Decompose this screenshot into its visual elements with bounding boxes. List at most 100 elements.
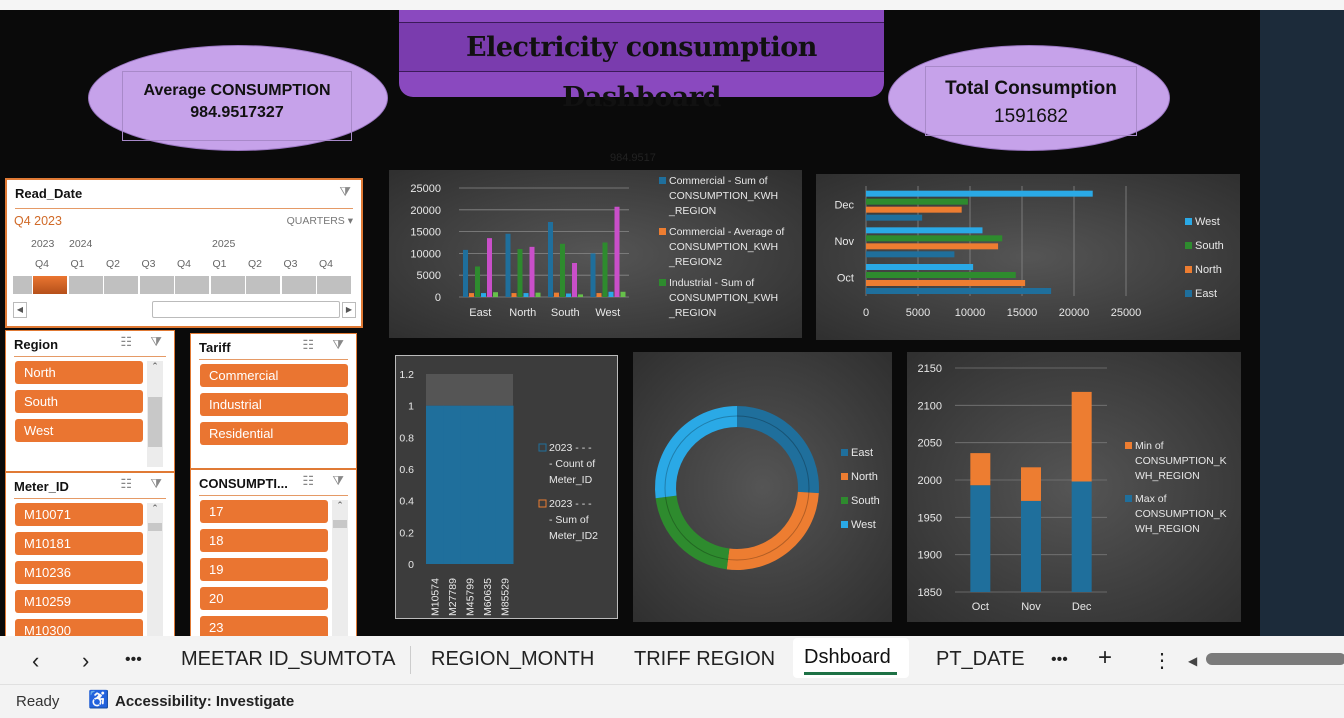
y-tick: 10000 xyxy=(410,248,441,260)
slicer-scrollbar[interactable]: ⌃ xyxy=(147,503,163,637)
scroll-right-button[interactable]: ▶ xyxy=(342,302,356,318)
slicer-item[interactable]: 18 xyxy=(200,529,328,552)
timeline-quarter-label: Q4 xyxy=(35,258,50,270)
accessibility-status[interactable]: Accessibility: Investigate xyxy=(115,693,295,710)
bar xyxy=(495,405,514,564)
x-tick: Dec xyxy=(1072,601,1092,613)
slicer-item[interactable]: South xyxy=(15,390,143,413)
timeline-quarter-cell[interactable] xyxy=(210,276,245,294)
next-sheet-button[interactable]: › xyxy=(82,648,90,673)
slicer-item[interactable]: 17 xyxy=(200,500,328,523)
clear-filter-icon[interactable]: ⧩ xyxy=(332,473,344,488)
read-date-timeline[interactable]: Read_Date ⧩ Q4 2023 QUARTERS ▾ 2023 2024 2… xyxy=(5,178,363,328)
y-tick: Nov xyxy=(834,236,854,248)
prev-sheet-button[interactable]: ‹ xyxy=(32,648,40,673)
more-sheets-icon[interactable]: ••• xyxy=(125,651,142,668)
legend-entry: North xyxy=(1195,264,1222,276)
horizontal-scrollbar[interactable] xyxy=(1206,653,1344,665)
y-tick: 1950 xyxy=(918,512,942,524)
tab-triff-region[interactable]: TRIFF REGION xyxy=(634,648,776,670)
region-tariff-column-chart[interactable]: 0 5000 10000 15000 20000 25000 East North South W… xyxy=(389,170,802,338)
consumption-slicer[interactable]: CONSUMPTI... ☷ ⧩ 17 18 19 20 23 ⌃ xyxy=(190,469,357,642)
bar xyxy=(866,235,1003,242)
bar xyxy=(614,206,620,297)
y-tick: 0 xyxy=(408,559,414,571)
timeline-quarter-cell[interactable] xyxy=(139,276,174,294)
timeline-quarter-cell[interactable] xyxy=(68,276,103,294)
bar xyxy=(590,253,596,297)
slicer-item[interactable]: West xyxy=(15,419,143,442)
clear-filter-icon[interactable]: ⧩ xyxy=(332,337,344,352)
timeline-scrollbar[interactable] xyxy=(152,301,340,318)
slicer-scrollbar[interactable]: ⌃ xyxy=(147,361,163,467)
bar xyxy=(596,293,602,297)
slicer-scrollbar[interactable]: ⌃ xyxy=(332,500,348,637)
slicer-item[interactable]: 20 xyxy=(200,587,328,610)
average-label: Average CONSUMPTION xyxy=(143,82,331,99)
clear-filter-icon[interactable]: ⧩ xyxy=(339,184,351,199)
legend-entry: - Count of xyxy=(549,458,595,470)
tab-meetar-id[interactable]: MEETAR ID_SUMTOTA xyxy=(181,648,396,670)
tab-pt-date[interactable]: PT_DATE xyxy=(936,648,1025,670)
bar xyxy=(505,233,511,297)
slicer-item[interactable]: M10071 xyxy=(15,503,143,526)
clear-filter-icon[interactable]: ⧩ xyxy=(150,334,162,349)
meter-count-chart[interactable]: 0 0.2 0.4 0.6 0.8 1 1.2 M10574 M27789 M45799 M6063… xyxy=(395,355,618,619)
options-icon[interactable]: ⋮ xyxy=(1152,650,1172,672)
timeline-quarter-cell[interactable] xyxy=(317,276,351,294)
x-tick: M10574 xyxy=(430,578,442,616)
scroll-left-button[interactable]: ◀ xyxy=(13,302,27,318)
slicer-item[interactable]: Industrial xyxy=(200,393,348,416)
meter-slicer-title: Meter_ID xyxy=(14,479,69,494)
bar xyxy=(460,405,479,564)
timeline-quarter-cell[interactable] xyxy=(246,276,280,294)
add-sheet-button[interactable]: + xyxy=(1098,644,1113,671)
tab-dshboard[interactable]: Dshboard xyxy=(793,638,909,678)
legend-entry: East xyxy=(851,447,873,459)
timeline-quarter-cell[interactable] xyxy=(33,276,67,294)
legend-entry: CONSUMPTION_KWH xyxy=(669,241,778,253)
timeline-quarter-cell[interactable] xyxy=(175,276,209,294)
y-tick: 2100 xyxy=(918,400,942,412)
slicer-item[interactable]: Commercial xyxy=(200,364,348,387)
region-donut-chart[interactable]: East North South West xyxy=(633,352,892,622)
legend-entry: - Sum of xyxy=(549,514,589,526)
multi-select-icon[interactable]: ☷ xyxy=(120,476,132,491)
x-tick: 10000 xyxy=(955,307,986,319)
timeline-quarter-label: Q4 xyxy=(319,258,334,270)
clear-filter-icon[interactable]: ⧩ xyxy=(150,476,162,491)
slicer-item[interactable]: M10236 xyxy=(15,561,143,584)
slicer-item[interactable]: 19 xyxy=(200,558,328,581)
timeline-quarter-cell[interactable] xyxy=(104,276,138,294)
multi-select-icon[interactable]: ☷ xyxy=(302,337,314,352)
multi-select-icon[interactable]: ☷ xyxy=(120,334,132,349)
month-region-bar-chart[interactable]: 0 5000 10000 15000 20000 25000 Oct Nov Dec West So… xyxy=(816,174,1240,340)
legend-entry: Commercial - Average of xyxy=(669,226,784,238)
tab-region-month[interactable]: REGION_MONTH xyxy=(431,648,595,670)
legend-swatch xyxy=(659,228,666,235)
timeline-quarter-label: Q4 xyxy=(177,258,192,270)
meter-id-slicer[interactable]: Meter_ID ☷ ⧩ M10071 M10181 M10236 M10259 M10… xyxy=(5,472,175,642)
slicer-item[interactable]: M10181 xyxy=(15,532,143,555)
region-slicer[interactable]: Region ☷ ⧩ North South West ⌃ xyxy=(5,330,175,472)
timeline-quarter-label: Q2 xyxy=(248,258,263,270)
bar xyxy=(529,246,535,297)
slicer-item[interactable]: M10259 xyxy=(15,590,143,613)
page-title: Electricity consumption Dashboard xyxy=(466,32,817,113)
y-tick: Oct xyxy=(837,273,854,285)
tariff-slicer[interactable]: Tariff ☷ ⧩ Commercial Industrial Residenti… xyxy=(190,333,357,469)
timeline-quarter-cell[interactable] xyxy=(281,276,316,294)
sheet-tabs-bar: ‹ › ••• MEETAR ID_SUMTOTA REGION_MONTH T… xyxy=(0,636,1344,684)
multi-select-icon[interactable]: ☷ xyxy=(302,473,314,488)
slicer-item[interactable]: Residential xyxy=(200,422,348,445)
more-tabs-icon[interactable]: ••• xyxy=(1051,651,1068,668)
bar xyxy=(535,292,541,297)
y-tick: 2150 xyxy=(918,363,942,375)
bar xyxy=(866,214,923,221)
min-max-stacked-chart[interactable]: 1850 1900 1950 2000 2050 2100 2150 Oct Nov Dec Min… xyxy=(907,352,1241,622)
slicer-item[interactable]: 23 xyxy=(200,616,328,639)
legend-entry: West xyxy=(851,519,876,531)
slicer-item[interactable]: North xyxy=(15,361,143,384)
hscroll-left[interactable]: ◀ xyxy=(1188,654,1198,668)
timeline-period-dropdown[interactable]: QUARTERS ▾ xyxy=(286,215,353,227)
